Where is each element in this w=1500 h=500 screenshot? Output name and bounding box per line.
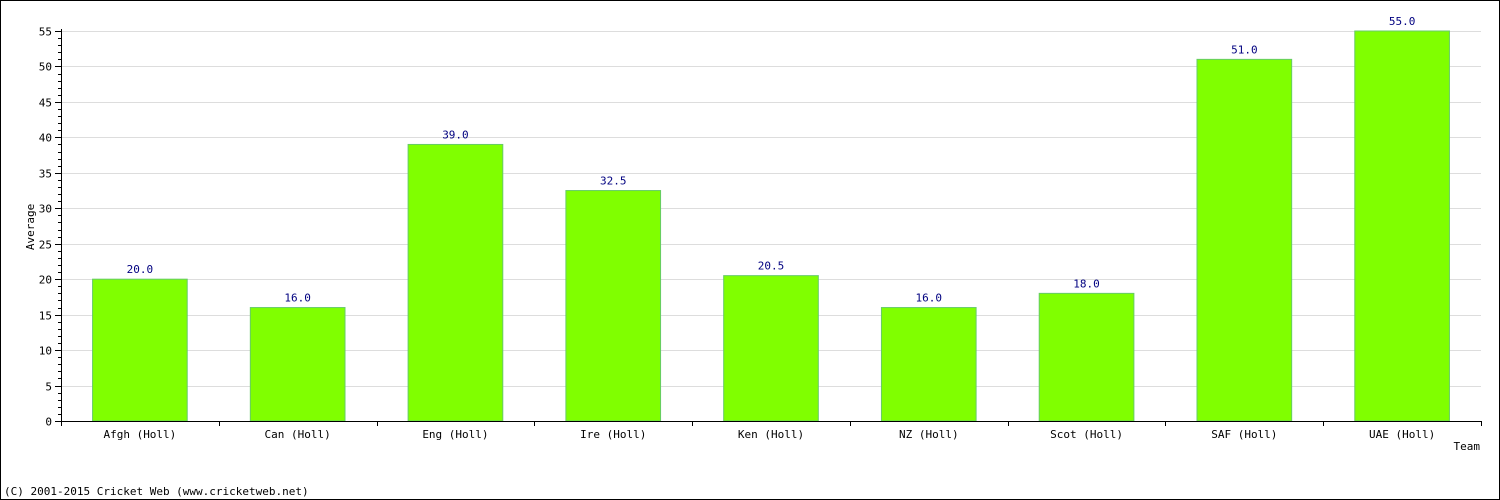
y-tick-label: 0	[45, 416, 52, 429]
x-tick-label: Eng (Holl)	[422, 428, 488, 441]
x-tick-label: NZ (Holl)	[899, 428, 959, 441]
bar	[723, 275, 819, 422]
bar	[565, 190, 662, 422]
copyright-footer: (C) 2001-2015 Cricket Web (www.cricketwe…	[4, 485, 309, 498]
y-tick-label: 50	[39, 61, 52, 74]
y-tick-label: 20	[39, 274, 52, 287]
bar-value-label: 20.5	[758, 260, 785, 273]
bar	[407, 143, 504, 422]
y-tick-label: 15	[39, 310, 52, 323]
x-tick-label: Ire (Holl)	[580, 428, 646, 441]
x-tick-label: Can (Holl)	[265, 428, 331, 441]
y-axis-title: Average	[24, 204, 37, 250]
x-tick-label: UAE (Holl)	[1369, 428, 1435, 441]
bar	[880, 307, 977, 422]
x-tick-label: Ken (Holl)	[738, 428, 804, 441]
bar	[1196, 58, 1293, 422]
bar-value-label: 55.0	[1389, 15, 1416, 28]
bar	[92, 278, 188, 422]
axes	[55, 29, 1482, 426]
bar-value-label: 39.0	[442, 128, 469, 141]
y-tick-label: 25	[39, 239, 52, 252]
x-tick-label: Afgh (Holl)	[103, 428, 176, 441]
x-tick-label: SAF (Holl)	[1211, 428, 1277, 441]
y-tick-label: 45	[39, 97, 52, 110]
y-tick-label: 55	[39, 26, 52, 39]
y-tick-label: 10	[39, 345, 52, 358]
bar-value-label: 16.0	[284, 292, 311, 305]
y-tick-label: 40	[39, 132, 52, 145]
bar-value-label: 51.0	[1231, 43, 1258, 56]
x-tick-label: Scot (Holl)	[1050, 428, 1123, 441]
bar	[249, 307, 346, 422]
y-tick-label: 5	[45, 381, 52, 394]
bar	[1038, 292, 1135, 422]
bar	[1354, 30, 1450, 422]
y-tick-label: 35	[39, 168, 52, 181]
bars	[92, 30, 1450, 422]
y-tick-label: 30	[39, 203, 52, 216]
x-axis-title: Team	[1454, 440, 1481, 453]
labels: 0 5 10 15 20 25 30 35 40 45 50 55 20.0 Afgh (Holl) 16.…	[39, 15, 1435, 441]
bar-value-label: 20.0	[127, 263, 154, 276]
bar-value-label: 18.0	[1073, 277, 1100, 290]
bar-value-label: 16.0	[916, 292, 943, 305]
bar-value-label: 32.5	[600, 175, 627, 188]
